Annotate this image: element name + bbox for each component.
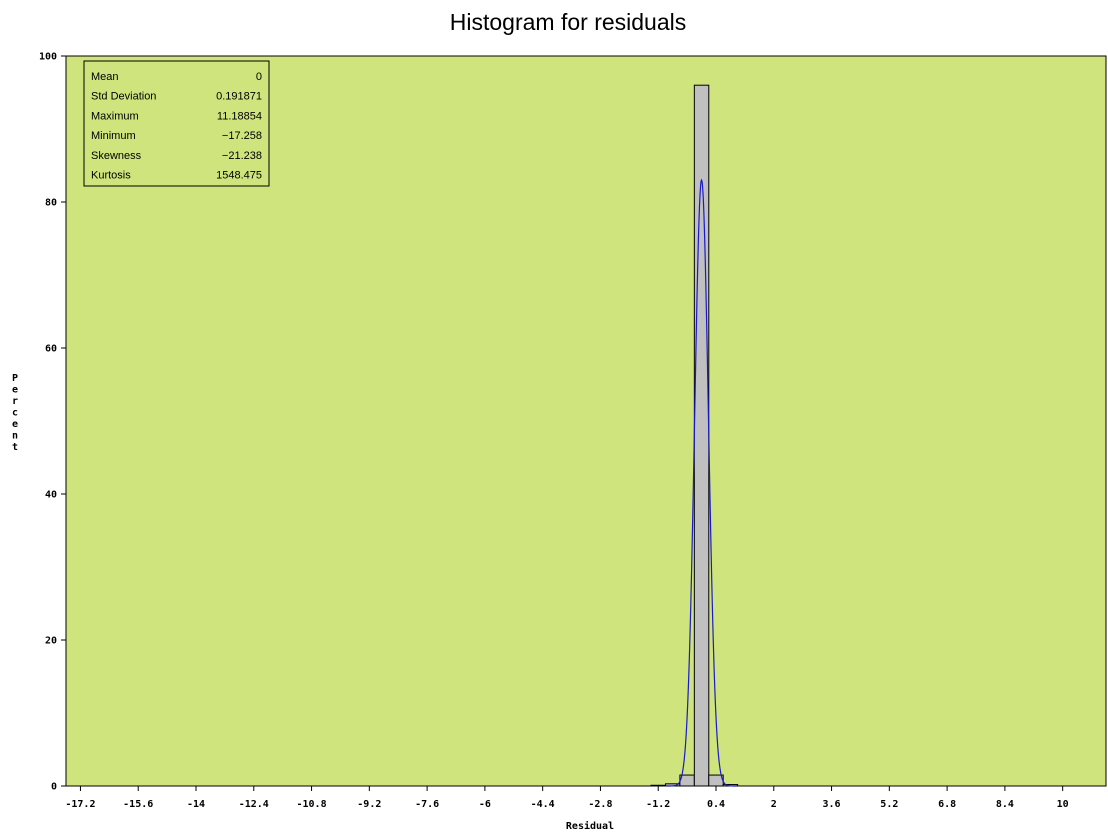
- stat-label: Std Deviation: [91, 91, 156, 103]
- x-tick-label: -14: [187, 799, 205, 810]
- x-tick-label: 3.6: [823, 799, 841, 810]
- stat-label: Kurtosis: [91, 170, 131, 182]
- chart-title: Histogram for residuals: [450, 9, 686, 35]
- x-tick-label: -12.4: [239, 799, 269, 810]
- x-tick-label: 6.8: [938, 799, 956, 810]
- x-tick-label: -1.2: [646, 799, 670, 810]
- y-tick-label: 40: [45, 490, 57, 501]
- statistics-box: Mean 0 Std Deviation 0.191871 Maximum 11.1885…: [83, 60, 270, 187]
- x-tick-label: 2: [771, 799, 777, 810]
- stat-value: 0: [256, 71, 262, 83]
- stat-value: 1548.475: [216, 170, 262, 182]
- stat-value: −21.238: [222, 150, 262, 162]
- y-tick-label: 0: [51, 782, 57, 793]
- x-tick-label: -4.4: [531, 799, 555, 810]
- x-tick-label: 8.4: [996, 799, 1014, 810]
- x-tick-label: -9.2: [357, 799, 381, 810]
- x-tick-label: -15.6: [123, 799, 153, 810]
- x-tick-label: -17.2: [65, 799, 95, 810]
- x-tick-label: -7.6: [415, 799, 439, 810]
- stat-value: 11.18854: [217, 110, 262, 122]
- stat-value: 0.191871: [216, 91, 262, 103]
- x-tick-label: 10: [1057, 799, 1069, 810]
- y-axis: 0 20 40 60 80 100: [39, 52, 66, 793]
- stat-label: Minimum: [91, 130, 136, 142]
- x-tick-label: -2.8: [588, 799, 612, 810]
- stat-label: Mean: [91, 71, 119, 83]
- x-axis: -17.2 -15.6 -14 -12.4 -10.8 -9.2 -7.6 -6 -4.4 -2.…: [65, 786, 1069, 810]
- x-tick-label: -6: [479, 799, 491, 810]
- x-tick-label: -10.8: [297, 799, 327, 810]
- y-tick-label: 20: [45, 636, 57, 647]
- plot-area: [65, 55, 1107, 787]
- stat-value: −17.258: [222, 130, 262, 142]
- x-tick-label: 5.2: [880, 799, 898, 810]
- histogram-bar: [650, 784, 666, 787]
- y-tick-label: 100: [39, 52, 57, 63]
- stat-label: Maximum: [91, 110, 139, 122]
- x-tick-label: 0.4: [707, 799, 725, 810]
- x-axis-label: Residual: [566, 820, 614, 832]
- stat-label: Skewness: [91, 150, 142, 162]
- histogram-bar: [693, 84, 710, 787]
- normal-density-curve: [666, 178, 737, 787]
- y-tick-label: 80: [45, 198, 57, 209]
- y-tick-label: 60: [45, 344, 57, 355]
